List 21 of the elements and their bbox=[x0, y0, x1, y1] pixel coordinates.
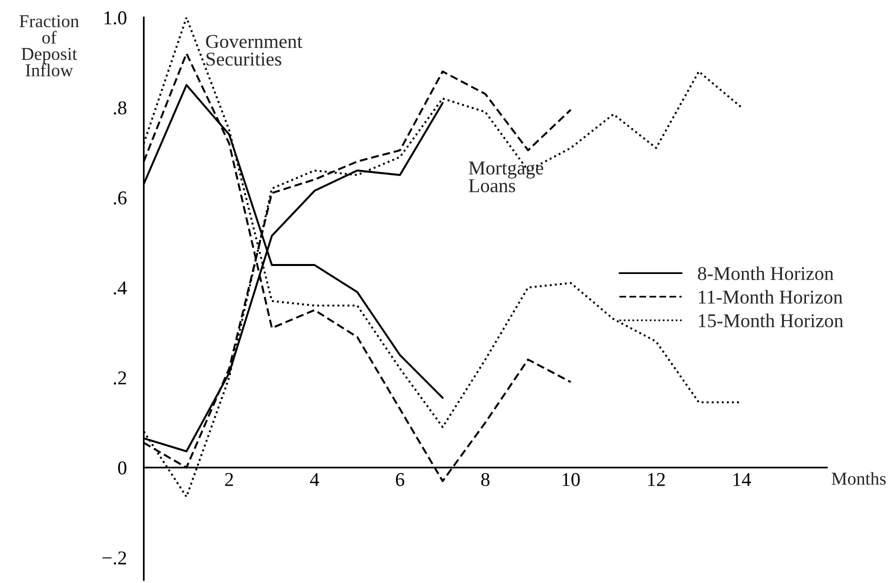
y-tick-label: .2 bbox=[114, 371, 126, 385]
y-axis-title: Fraction of Deposit Inflow bbox=[20, 15, 79, 76]
y-tick-label: .4 bbox=[114, 281, 127, 295]
annotation: Government Securities bbox=[206, 34, 302, 66]
y-tick-label: .8 bbox=[114, 101, 126, 115]
legend-label: 11-Month Horizon bbox=[698, 290, 843, 304]
x-axis-title: Months bbox=[832, 472, 886, 485]
legend-label: 15-Month Horizon bbox=[698, 314, 844, 328]
y-tick-label: .6 bbox=[114, 191, 127, 205]
legend-label: 8-Month Horizon bbox=[698, 266, 834, 280]
annotation: Mortgage Loans bbox=[468, 162, 544, 192]
y-tick-label: 1.0 bbox=[104, 11, 126, 25]
x-tick-label: 14 bbox=[734, 473, 751, 486]
x-tick-label: 4 bbox=[310, 473, 320, 486]
x-tick-label: 6 bbox=[396, 473, 404, 486]
x-tick-label: 8 bbox=[481, 472, 490, 486]
x-tick-label: 10 bbox=[562, 472, 580, 486]
y-tick-label: −.2 bbox=[102, 551, 126, 565]
x-tick-label: 12 bbox=[648, 473, 665, 486]
x-tick-label: 2 bbox=[225, 473, 233, 486]
y-tick-label: 0 bbox=[118, 461, 126, 475]
